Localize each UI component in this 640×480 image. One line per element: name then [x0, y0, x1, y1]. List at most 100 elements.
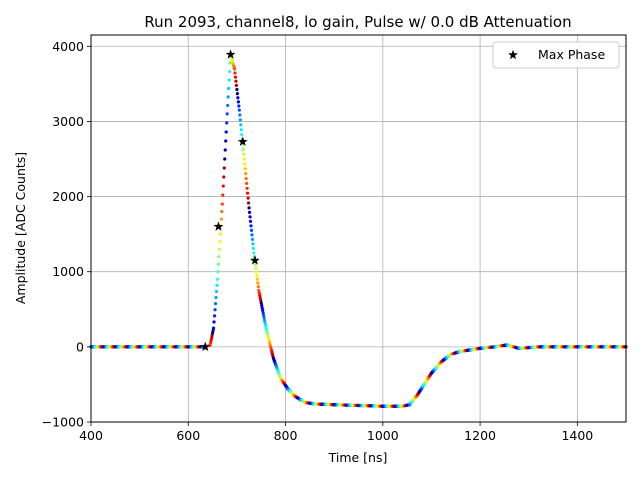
x-tick-label: 1200 — [464, 428, 496, 443]
legend-star-marker — [508, 49, 518, 60]
plot-frame — [90, 34, 627, 423]
y-tick-label: 2000 — [52, 189, 84, 204]
waveform-point — [215, 283, 219, 287]
waveform-point — [246, 191, 250, 195]
waveform-point — [216, 270, 220, 274]
legend[interactable]: Max Phase — [492, 41, 620, 69]
y-axis-ticks: −1000 0 1000 2000 3000 4000 — [42, 39, 91, 430]
waveform-point — [226, 95, 230, 99]
legend-box — [492, 41, 620, 69]
waveform-point — [224, 139, 228, 143]
waveform-point — [255, 277, 259, 281]
y-tick-label: −1000 — [42, 415, 84, 430]
waveform-point — [218, 240, 222, 244]
waveform-point — [223, 148, 227, 152]
y-tick-label: 1000 — [52, 264, 84, 279]
waveform-point — [216, 262, 221, 266]
x-tick-label: 400 — [79, 428, 103, 443]
waveform-point — [249, 224, 253, 228]
waveform-point — [257, 288, 261, 293]
waveform-point — [247, 210, 252, 214]
waveform-series — [89, 52, 628, 408]
waveform-point — [239, 128, 243, 132]
waveform-point — [209, 341, 213, 345]
x-axis-ticks: 400 600 800 1000 1200 1400 — [79, 422, 593, 443]
x-tick-label: 1400 — [561, 428, 593, 443]
waveform-point — [222, 166, 226, 170]
grid — [90, 35, 626, 423]
waveform-point — [244, 172, 248, 176]
waveform-point — [211, 326, 216, 330]
waveform-point — [234, 79, 238, 83]
waveform-point — [227, 86, 231, 91]
waveform-point — [255, 273, 259, 278]
waveform-point — [254, 270, 258, 274]
waveform-point — [252, 251, 256, 255]
waveform-point — [210, 333, 214, 338]
legend-label-max-phase: Max Phase — [538, 47, 605, 62]
y-tick-label: 4000 — [52, 39, 84, 54]
waveform-point — [221, 193, 225, 197]
waveform-point — [242, 152, 246, 156]
waveform-point — [213, 308, 217, 312]
waveform-point — [238, 113, 242, 117]
waveform-point — [243, 167, 247, 171]
x-tick-label: 600 — [176, 428, 200, 443]
waveform-point — [250, 237, 255, 241]
waveform-point — [223, 157, 227, 161]
waveform-point — [236, 100, 240, 104]
waveform-point — [214, 289, 219, 294]
waveform-point — [212, 320, 216, 324]
waveform-point — [264, 323, 268, 328]
y-tick-label: 0 — [76, 339, 84, 354]
waveform-point — [234, 83, 239, 87]
waveform-point — [249, 228, 254, 232]
waveform-point — [248, 219, 253, 223]
waveform-point — [251, 246, 256, 251]
waveform-point — [260, 303, 264, 308]
waveform-point — [226, 103, 230, 108]
max-phase-star — [225, 49, 236, 59]
waveform-point — [240, 132, 244, 137]
waveform-point — [262, 313, 266, 318]
legend-star — [508, 49, 518, 60]
waveform-point — [258, 296, 262, 300]
waveform-point — [213, 302, 218, 306]
waveform-point — [212, 314, 217, 318]
x-axis-label: Time [ns] — [328, 450, 388, 465]
waveform-point — [247, 206, 251, 210]
max-phase-star — [213, 221, 224, 231]
waveform-point — [210, 331, 215, 335]
waveform-point — [219, 217, 223, 221]
waveform-point — [225, 112, 229, 116]
waveform-point — [235, 87, 239, 92]
waveform-point — [222, 175, 226, 179]
chart-title: Run 2093, channel8, lo gain, Pulse w/ 0.… — [144, 13, 571, 31]
waveform-point — [261, 308, 265, 313]
waveform-point — [251, 242, 255, 246]
waveform-point — [237, 108, 241, 112]
waveform-point — [214, 295, 218, 300]
waveform-point — [210, 336, 214, 340]
waveform-point — [237, 104, 241, 108]
waveform-point — [258, 293, 262, 298]
waveform-point — [236, 96, 240, 100]
waveform-point — [208, 343, 212, 347]
waveform-point — [235, 92, 239, 96]
waveform-point — [244, 176, 248, 181]
waveform-point — [254, 266, 258, 270]
waveform-point — [220, 209, 224, 214]
waveform-point — [225, 121, 229, 125]
waveform-point — [224, 130, 228, 134]
waveform-point — [227, 78, 231, 82]
waveform-point — [218, 232, 222, 236]
waveform-point — [217, 247, 221, 251]
waveform-point — [261, 311, 265, 315]
max-phase-star — [249, 255, 260, 265]
waveform-point — [246, 201, 251, 205]
waveform-point — [221, 184, 225, 188]
waveform-point — [263, 321, 267, 325]
waveform-point — [238, 118, 242, 122]
waveform-point — [246, 196, 250, 200]
waveform-point — [243, 162, 247, 166]
